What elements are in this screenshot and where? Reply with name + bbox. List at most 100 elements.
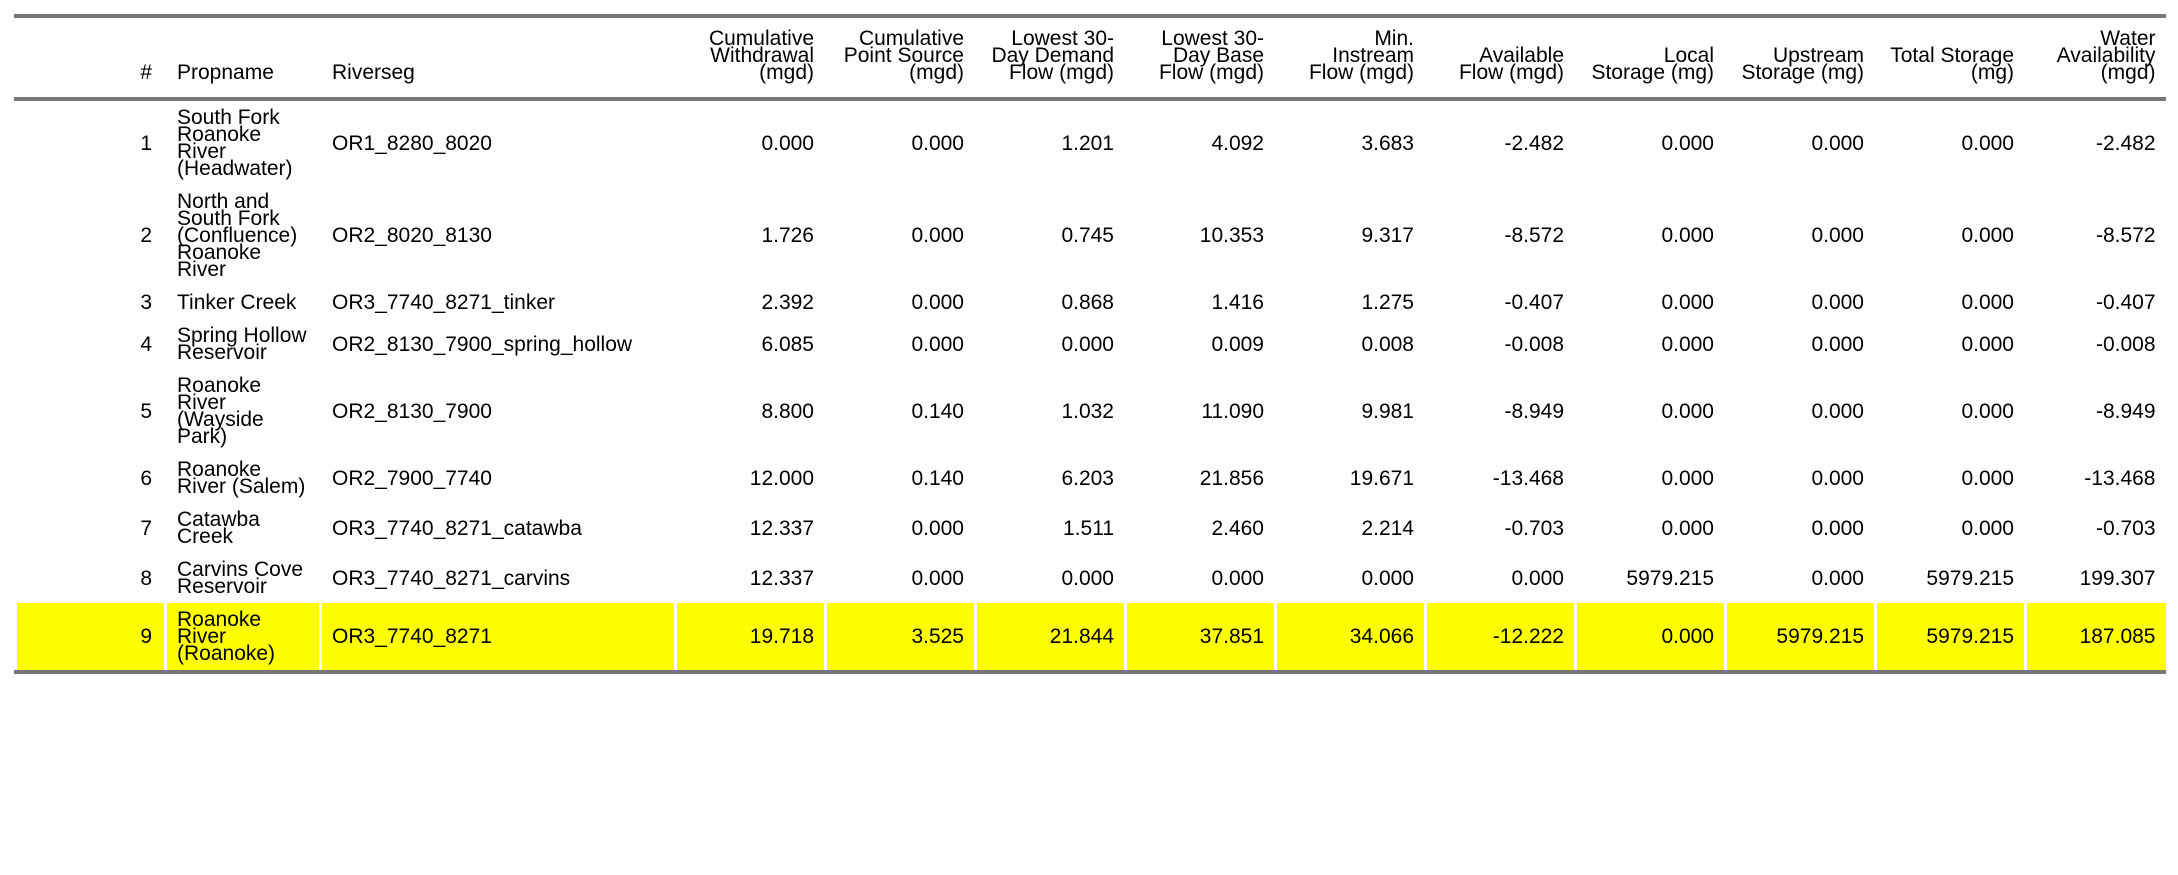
cell-upstream-storage: 0.000 — [1724, 503, 1876, 553]
cell-num: 6 — [14, 453, 166, 503]
cell-propname: Roanoke River (Roanoke) — [164, 603, 321, 672]
cell-min-instream: 9.317 — [1274, 185, 1426, 286]
cell-num: 9 — [14, 603, 166, 672]
cell-propname: North and South Fork (Confluence) Roanok… — [164, 185, 321, 286]
cell-min-instream: 19.671 — [1274, 453, 1426, 503]
cell-total-storage: 0.000 — [1874, 319, 2026, 369]
cell-water-availability: -0.008 — [2024, 319, 2166, 369]
cell-lowest-30day-demand: 1.511 — [974, 503, 1126, 553]
cell-total-storage: 0.000 — [1874, 369, 2026, 453]
cell-upstream-storage: 0.000 — [1724, 369, 1876, 453]
header-row: # Propname Riverseg Cumulative Withdrawal (… — [14, 16, 2166, 99]
column-header-lowest-30day-demand: Lowest 30-Day Demand Flow (mgd) — [974, 16, 1126, 99]
cell-lowest-30day-demand: 1.201 — [974, 99, 1126, 185]
cell-available-flow: -2.482 — [1424, 99, 1576, 185]
cell-cum-point-source: 0.000 — [824, 185, 976, 286]
cell-total-storage: 5979.215 — [1874, 603, 2026, 672]
cell-water-availability: -13.468 — [2024, 453, 2166, 503]
column-header-upstream-storage: Upstream Storage (mg) — [1724, 16, 1876, 99]
cell-water-availability: -8.572 — [2024, 185, 2166, 286]
table-row: 5 Roanoke River (Wayside Park) OR2_8130_79… — [14, 369, 2166, 453]
cell-cum-point-source: 0.000 — [824, 503, 976, 553]
cell-propname: South Fork Roanoke River (Headwater) — [164, 99, 321, 185]
cell-lowest-30day-base: 1.416 — [1124, 286, 1276, 319]
cell-upstream-storage: 0.000 — [1724, 99, 1876, 185]
cell-num: 5 — [14, 369, 166, 453]
cell-local-storage: 0.000 — [1574, 286, 1726, 319]
cell-cum-point-source: 0.000 — [824, 319, 976, 369]
table-row: 3 Tinker Creek OR3_7740_8271_tinker 2.392 0.… — [14, 286, 2166, 319]
cell-water-availability: -2.482 — [2024, 99, 2166, 185]
cell-riverseg: OR2_8130_7900 — [319, 369, 676, 453]
cell-num: 8 — [14, 553, 166, 603]
cell-min-instream: 2.214 — [1274, 503, 1426, 553]
cell-total-storage: 0.000 — [1874, 503, 2026, 553]
cell-upstream-storage: 5979.215 — [1724, 603, 1876, 672]
cell-min-instream: 0.000 — [1274, 553, 1426, 603]
cell-water-availability: -8.949 — [2024, 369, 2166, 453]
cell-upstream-storage: 0.000 — [1724, 185, 1876, 286]
cell-lowest-30day-demand: 0.868 — [974, 286, 1126, 319]
cell-lowest-30day-demand: 0.745 — [974, 185, 1126, 286]
cell-riverseg: OR3_7740_8271 — [319, 603, 676, 672]
table-row: 6 Roanoke River (Salem) OR2_7900_7740 12.00… — [14, 453, 2166, 503]
column-header-cum-point-source: Cumulative Point Source (mgd) — [824, 16, 976, 99]
cell-riverseg: OR2_8130_7900_spring_hollow — [319, 319, 676, 369]
column-header-available-flow: Available Flow (mgd) — [1424, 16, 1576, 99]
cell-num: 1 — [14, 99, 166, 185]
cell-water-availability: -0.407 — [2024, 286, 2166, 319]
cell-riverseg: OR3_7740_8271_tinker — [319, 286, 676, 319]
table-row: 4 Spring Hollow Reservoir OR2_8130_7900_sp… — [14, 319, 2166, 369]
table-row: 2 North and South Fork (Confluence) Roano… — [14, 185, 2166, 286]
column-header-local-storage: Local Storage (mg) — [1574, 16, 1726, 99]
cell-cum-withdrawal: 0.000 — [674, 99, 826, 185]
cell-cum-point-source: 0.000 — [824, 286, 976, 319]
cell-upstream-storage: 0.000 — [1724, 553, 1876, 603]
cell-available-flow: 0.000 — [1424, 553, 1576, 603]
cell-cum-point-source: 0.140 — [824, 369, 976, 453]
column-header-total-storage: Total Storage (mg) — [1874, 16, 2026, 99]
table-row: 1 South Fork Roanoke River (Headwater) OR1… — [14, 99, 2166, 185]
cell-min-instream: 34.066 — [1274, 603, 1426, 672]
cell-water-availability: -0.703 — [2024, 503, 2166, 553]
cell-local-storage: 5979.215 — [1574, 553, 1726, 603]
table-row-highlighted: 9 Roanoke River (Roanoke) OR3_7740_8271 19.… — [14, 603, 2166, 672]
cell-available-flow: -0.407 — [1424, 286, 1576, 319]
cell-lowest-30day-base: 4.092 — [1124, 99, 1276, 185]
cell-num: 2 — [14, 185, 166, 286]
cell-num: 3 — [14, 286, 166, 319]
cell-upstream-storage: 0.000 — [1724, 453, 1876, 503]
cell-total-storage: 0.000 — [1874, 286, 2026, 319]
column-header-riverseg: Riverseg — [319, 16, 676, 99]
cell-cum-withdrawal: 12.337 — [674, 553, 826, 603]
cell-lowest-30day-demand: 0.000 — [974, 319, 1126, 369]
cell-cum-withdrawal: 12.000 — [674, 453, 826, 503]
cell-local-storage: 0.000 — [1574, 603, 1726, 672]
cell-cum-withdrawal: 6.085 — [674, 319, 826, 369]
cell-lowest-30day-demand: 0.000 — [974, 553, 1126, 603]
cell-water-availability: 199.307 — [2024, 553, 2166, 603]
cell-num: 4 — [14, 319, 166, 369]
cell-available-flow: -0.703 — [1424, 503, 1576, 553]
cell-cum-withdrawal: 2.392 — [674, 286, 826, 319]
table-body: 1 South Fork Roanoke River (Headwater) OR1… — [14, 99, 2166, 672]
cell-available-flow: -0.008 — [1424, 319, 1576, 369]
cell-upstream-storage: 0.000 — [1724, 286, 1876, 319]
column-header-num: # — [14, 16, 166, 99]
cell-local-storage: 0.000 — [1574, 319, 1726, 369]
cell-cum-withdrawal: 19.718 — [674, 603, 826, 672]
cell-available-flow: -8.949 — [1424, 369, 1576, 453]
cell-min-instream: 0.008 — [1274, 319, 1426, 369]
cell-cum-point-source: 3.525 — [824, 603, 976, 672]
cell-cum-point-source: 0.140 — [824, 453, 976, 503]
table-row: 7 Catawba Creek OR3_7740_8271_catawba 12.33… — [14, 503, 2166, 553]
column-header-cum-withdrawal: Cumulative Withdrawal (mgd) — [674, 16, 826, 99]
cell-local-storage: 0.000 — [1574, 503, 1726, 553]
cell-total-storage: 5979.215 — [1874, 553, 2026, 603]
cell-min-instream: 3.683 — [1274, 99, 1426, 185]
water-availability-table: # Propname Riverseg Cumulative Withdrawal (… — [14, 14, 2166, 674]
column-header-water-availability: Water Availability (mgd) — [2024, 16, 2166, 99]
cell-cum-withdrawal: 12.337 — [674, 503, 826, 553]
cell-propname: Catawba Creek — [164, 503, 321, 553]
cell-water-availability: 187.085 — [2024, 603, 2166, 672]
